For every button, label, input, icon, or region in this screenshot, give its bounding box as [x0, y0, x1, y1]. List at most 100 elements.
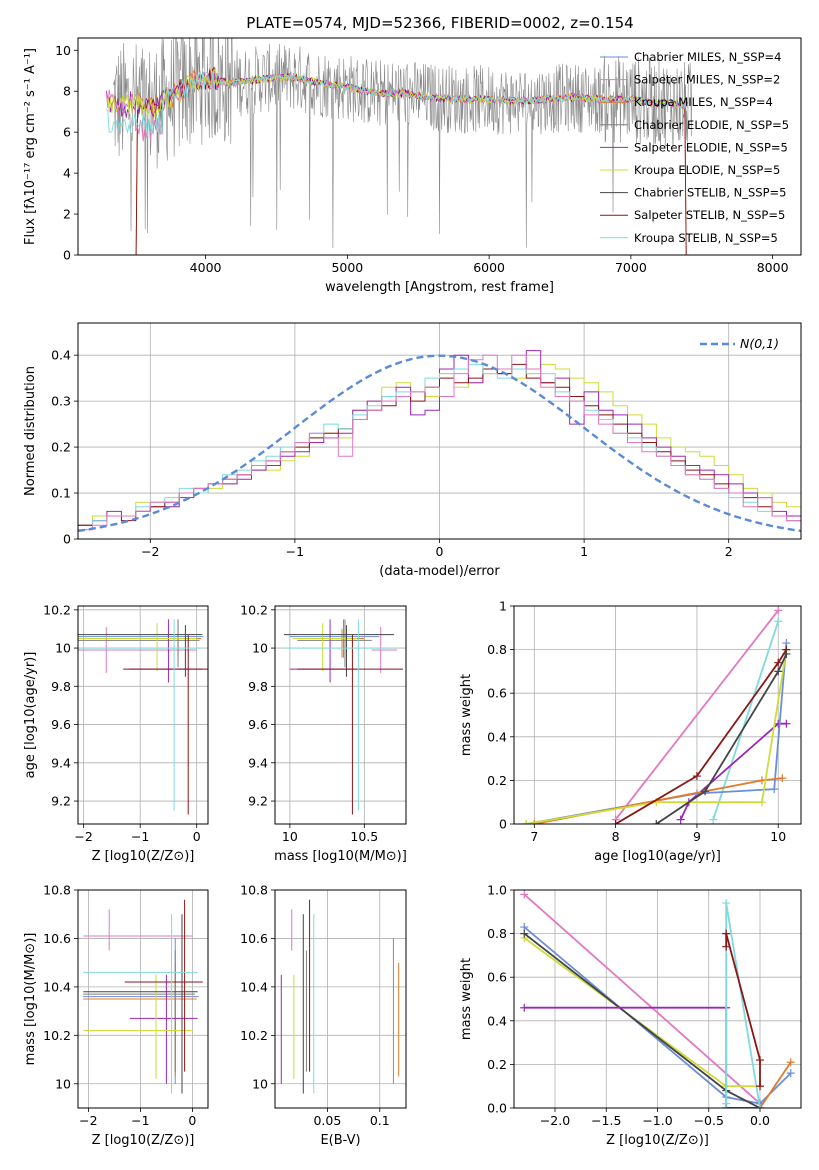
chart-weight_vs_age: 7 8 9 10 0 0.2 0.4 0.6 0.8 1 age [log10(age/yr)] ma…: [459, 599, 802, 864]
x-tick-label: 10.5: [350, 829, 378, 844]
chart-weight_vs_Z: −2.0 −1.5 −1.0 −0.5 0.0 0.0 0.2 0.4 0.6 0.8 1.0 Z […: [459, 883, 802, 1148]
y-axis-label: Normed distribution: [23, 366, 38, 496]
axes-frame: [513, 889, 802, 1109]
weight-point-s_stelib: [756, 1082, 764, 1091]
chart-mass_vs_Z: −2 −1 0 10 10.2 10.4 10.6 10.8 Z [log10(Z/Z⊙)] ma…: [23, 883, 209, 1148]
x-tick-label: 0.1: [370, 1113, 390, 1128]
y-tick-label: 9.6: [248, 717, 268, 732]
chart-age_vs_mass: 10 10.5 9.2 9.4 9.6 9.8 10 10.2 mass [log10(M/M⊙…: [240, 602, 407, 864]
weight-point-s_stelib: [774, 658, 783, 667]
axes-frame: [274, 889, 407, 1109]
y-tick-label: 10.6: [240, 931, 268, 946]
plot-area: [522, 606, 791, 824]
y-tick-label: 10.8: [240, 883, 268, 898]
y-tick-label: 10: [252, 641, 268, 656]
y-tick-label: 0.2: [487, 1057, 507, 1072]
y-tick-label: 0.0: [487, 1101, 507, 1116]
chart-residuals: −2 −1 0 1 2 0 0.1 0.2 0.3 0.4 (data-model)/error No…: [23, 322, 802, 579]
y-tick-label: 0.2: [487, 773, 507, 788]
y-tick-label: 0.6: [487, 686, 507, 701]
x-axis-label: Z [log10(Z/Z⊙)]: [92, 849, 195, 864]
legend-label-s_elodie: Salpeter ELODIE, N_SSP=5: [634, 140, 788, 154]
weight-line-c_miles: [526, 643, 788, 824]
weight-point-k_stelib: [756, 1104, 764, 1108]
x-axis-label: mass [log10(M/M⊙)]: [274, 849, 407, 864]
y-tick-label: 2: [63, 207, 71, 222]
weight-point-s_elodie: [676, 815, 685, 824]
x-axis-label: Z [log10(Z/Z⊙)]: [92, 1133, 195, 1148]
y-tick-label: 9.2: [248, 794, 268, 809]
x-tick-label: −1.5: [591, 1113, 621, 1128]
x-tick-label: −1: [286, 544, 304, 559]
legend-label-k_miles: Kroupa MILES, N_SSP=4: [634, 95, 773, 109]
x-tick-label: −2: [141, 544, 159, 559]
legend-label-s_stelib: Salpeter STELIB, N_SSP=5: [634, 208, 785, 222]
weight-point-k_miles: [530, 820, 539, 824]
x-axis-label: (data-model)/error: [379, 564, 500, 579]
y-axis-label: mass weight: [459, 958, 474, 1040]
legend-label-k_elodie: Kroupa ELODIE, N_SSP=5: [634, 163, 780, 177]
weight-line-s_elodie: [679, 722, 787, 820]
y-tick-label: 8: [63, 84, 71, 99]
x-tick-label: 5000: [331, 260, 363, 275]
y-tick-label: 0.8: [487, 642, 507, 657]
y-tick-label: 10: [55, 641, 71, 656]
y-tick-label: 9.4: [248, 755, 268, 770]
plot-area: [105, 38, 693, 255]
y-tick-label: 0.4: [487, 729, 507, 744]
weight-point-s_stelib: [692, 772, 701, 781]
y-tick-label: 10: [55, 43, 71, 58]
observed-spectrum-line: [113, 38, 693, 249]
weight-point-k_miles: [786, 1058, 795, 1067]
x-tick-label: 9: [693, 829, 701, 844]
y-tick-label: 10: [55, 1076, 71, 1091]
legend-label-c_elodie: Chabrier ELODIE, N_SSP=5: [634, 118, 789, 132]
x-tick-label: −1: [131, 829, 149, 844]
y-tick-label: 9.8: [51, 679, 71, 694]
weight-point-s_stelib: [756, 1056, 764, 1065]
weight-point-s_stelib: [611, 820, 620, 824]
plot-area: [283, 619, 404, 815]
y-tick-label: 10.4: [240, 979, 268, 994]
y-tick-label: 9.4: [51, 755, 71, 770]
histogram-s_miles: [78, 354, 801, 531]
legend-label-gaussian: N(0,1): [740, 336, 779, 351]
weight-point-c_miles: [770, 785, 779, 794]
weight-point-k_stelib: [722, 899, 731, 908]
x-tick-label: 2: [725, 544, 733, 559]
legend-label-c_miles: Chabrier MILES, N_SSP=4: [634, 50, 781, 64]
weight-line-k_stelib: [712, 621, 780, 820]
x-tick-label: 0: [188, 1113, 196, 1128]
chart-spectrum: 4000 5000 6000 7000 8000 0 2 4 6 8 10 wavelength [A…: [23, 37, 802, 295]
weight-point-k_stelib: [722, 1099, 731, 1108]
model-spectrum-k_stelib: [106, 70, 689, 137]
x-tick-label: 8000: [757, 260, 789, 275]
x-tick-label: 0.05: [313, 1113, 341, 1128]
y-tick-label: 10.2: [240, 602, 268, 617]
weight-point-c_stelib: [701, 787, 710, 796]
x-tick-label: −1: [131, 1113, 149, 1128]
weight-point-s_stelib: [722, 929, 731, 938]
y-tick-label: 0: [499, 817, 507, 832]
chart-mass_vs_ebv: 0.05 0.1 10 10.2 10.4 10.6 10.8 E(B-V): [240, 883, 407, 1148]
y-tick-label: 0.6: [487, 970, 507, 985]
weight-line-s_stelib: [615, 649, 788, 824]
legend-label-k_stelib: Kroupa STELIB, N_SSP=5: [634, 231, 778, 245]
x-tick-label: 0: [436, 544, 444, 559]
x-axis-label: wavelength [Angstrom, rest frame]: [325, 280, 554, 295]
y-tick-label: 1.0: [487, 883, 507, 898]
y-tick-label: 4: [63, 166, 71, 181]
y-axis-label: age [log10(age/yr)]: [23, 652, 38, 779]
y-tick-label: 10: [252, 1076, 268, 1091]
plot-area: [280, 899, 400, 1094]
y-axis-label: mass [log10(M/M⊙)]: [23, 933, 38, 1066]
x-tick-label: −0.5: [694, 1113, 724, 1128]
x-tick-label: −1.0: [642, 1113, 672, 1128]
plot-area: [78, 350, 801, 533]
weight-point-c_stelib: [652, 820, 661, 824]
y-tick-label: 10.6: [43, 931, 71, 946]
y-tick-label: 6: [63, 125, 71, 140]
x-tick-label: −2.0: [540, 1113, 570, 1128]
x-tick-label: 4000: [190, 260, 222, 275]
y-axis-label: mass weight: [459, 674, 474, 756]
